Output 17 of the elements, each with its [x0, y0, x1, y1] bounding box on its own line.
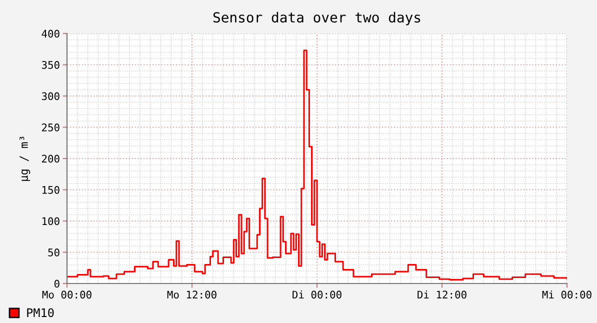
chart-title: Sensor data over two days — [213, 12, 420, 26]
y-tick-label: 350 — [42, 61, 60, 69]
x-tick-label: Mi 00:00 — [542, 290, 592, 299]
y-tick-label: 150 — [42, 186, 60, 194]
legend-label: PM10 — [27, 308, 54, 318]
x-tick-label: Di 00:00 — [292, 290, 342, 299]
y-tick-label: 400 — [42, 30, 60, 38]
y-tick-label: 100 — [42, 217, 60, 226]
x-tick-label: Mo 00:00 — [42, 290, 92, 299]
y-tick-label: 250 — [42, 124, 60, 132]
y-tick-label: 50 — [48, 248, 60, 256]
y-axis-title: µg / m³ — [19, 136, 30, 181]
x-tick-label: Mo 12:00 — [167, 290, 216, 299]
x-tick-label: Di 12:00 — [418, 290, 466, 299]
y-tick-label: 300 — [42, 92, 60, 100]
y-tick-label: 200 — [42, 154, 60, 163]
y-tick-label: 0 — [54, 280, 60, 288]
